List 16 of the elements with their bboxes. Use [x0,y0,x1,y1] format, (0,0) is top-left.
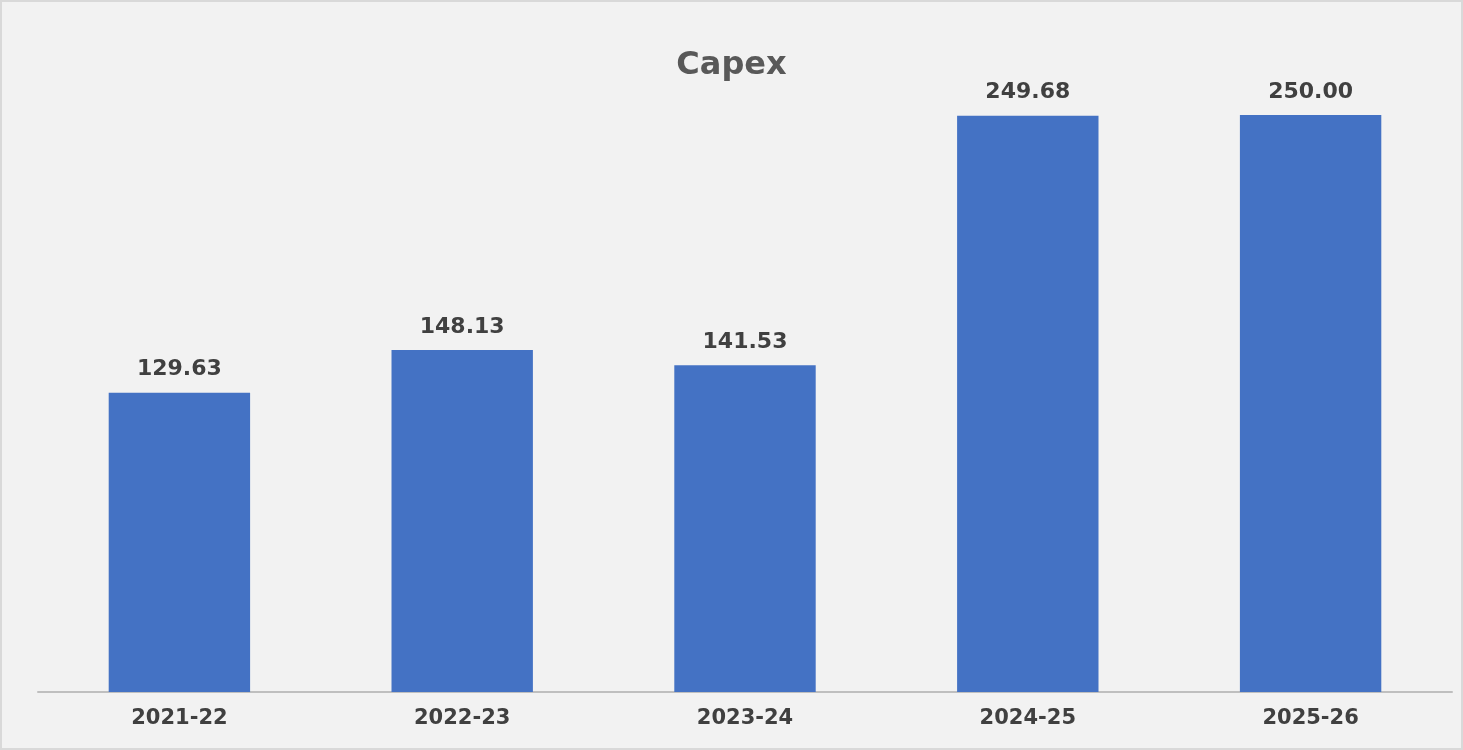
x-tick-label: 2021-22 [131,704,228,729]
chart-title: Capex [676,44,788,82]
x-tick-label: 2024-25 [979,704,1076,729]
bar [108,392,251,692]
data-label: 129.63 [136,355,222,381]
bar [957,115,1099,692]
x-tick-label: 2023-24 [696,704,794,729]
x-tick-label: 2022-23 [414,704,511,729]
bar [391,350,533,692]
data-label: 250.00 [1268,77,1354,103]
data-label: 249.68 [985,78,1071,104]
bar [674,365,816,692]
x-tick-label: 2025-26 [1262,704,1359,729]
data-label: 148.13 [419,312,505,338]
bar [1239,115,1382,692]
data-label: 141.53 [702,327,788,353]
